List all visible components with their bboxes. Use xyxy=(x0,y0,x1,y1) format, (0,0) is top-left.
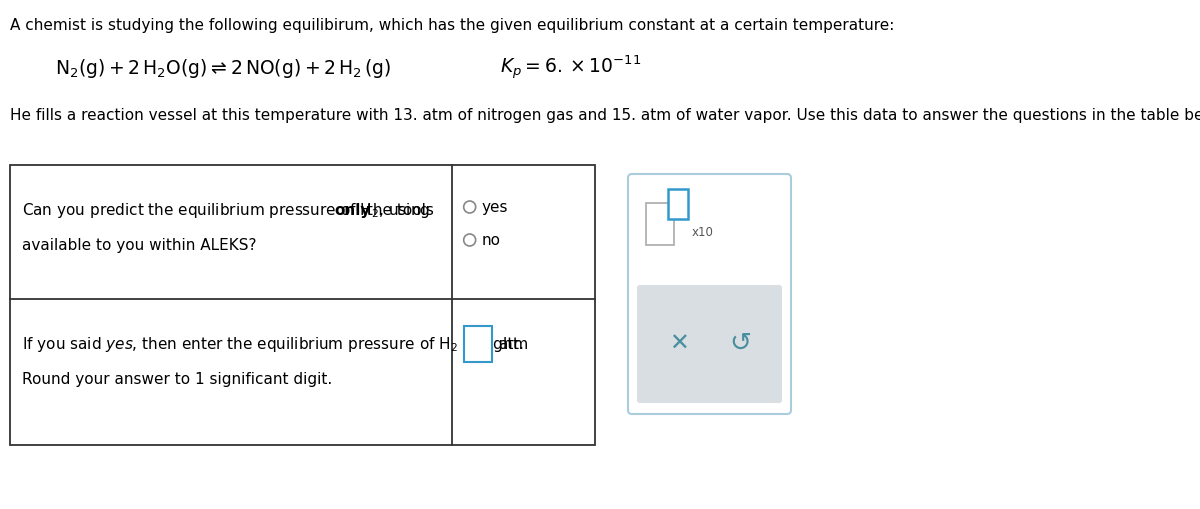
Text: ↺: ↺ xyxy=(730,331,751,357)
Text: $K_p = 6.\times 10^{-11}$: $K_p = 6.\times 10^{-11}$ xyxy=(500,54,641,82)
Text: A chemist is studying the following equilibirum, which has the given equilibrium: A chemist is studying the following equi… xyxy=(10,18,894,33)
Text: yes: yes xyxy=(481,200,508,214)
Text: Round your answer to 1 significant digit.: Round your answer to 1 significant digit… xyxy=(22,372,332,387)
Text: He fills a reaction vessel at this temperature with 13. atm of nitrogen gas and : He fills a reaction vessel at this tempe… xyxy=(10,108,1200,123)
Text: atm: atm xyxy=(498,337,528,352)
Text: x10: x10 xyxy=(692,226,714,239)
Text: Can you predict the equilibrium pressure of $\mathrm{H_2}$, using: Can you predict the equilibrium pressure… xyxy=(22,201,431,219)
Bar xyxy=(463,326,492,362)
Circle shape xyxy=(463,201,475,213)
FancyBboxPatch shape xyxy=(628,174,791,414)
Bar xyxy=(10,165,595,445)
Text: no: no xyxy=(481,233,500,247)
Text: only: only xyxy=(334,203,371,217)
Text: $\mathrm{N_2(g) + 2\,H_2O(g) \rightleftharpoons 2\,NO(g) + 2\,H_2\,(g)}$: $\mathrm{N_2(g) + 2\,H_2O(g) \rightlefth… xyxy=(55,56,391,79)
Text: available to you within ALEKS?: available to you within ALEKS? xyxy=(22,238,257,252)
Bar xyxy=(668,189,688,219)
Text: the tools: the tools xyxy=(362,203,434,217)
Text: ✕: ✕ xyxy=(670,332,689,356)
Circle shape xyxy=(463,234,475,246)
FancyBboxPatch shape xyxy=(637,285,782,403)
Bar xyxy=(646,203,674,245)
Text: If you said $\mathit{yes}$, then enter the equilibrium pressure of $\mathrm{H_2}: If you said $\mathit{yes}$, then enter t… xyxy=(22,335,523,354)
